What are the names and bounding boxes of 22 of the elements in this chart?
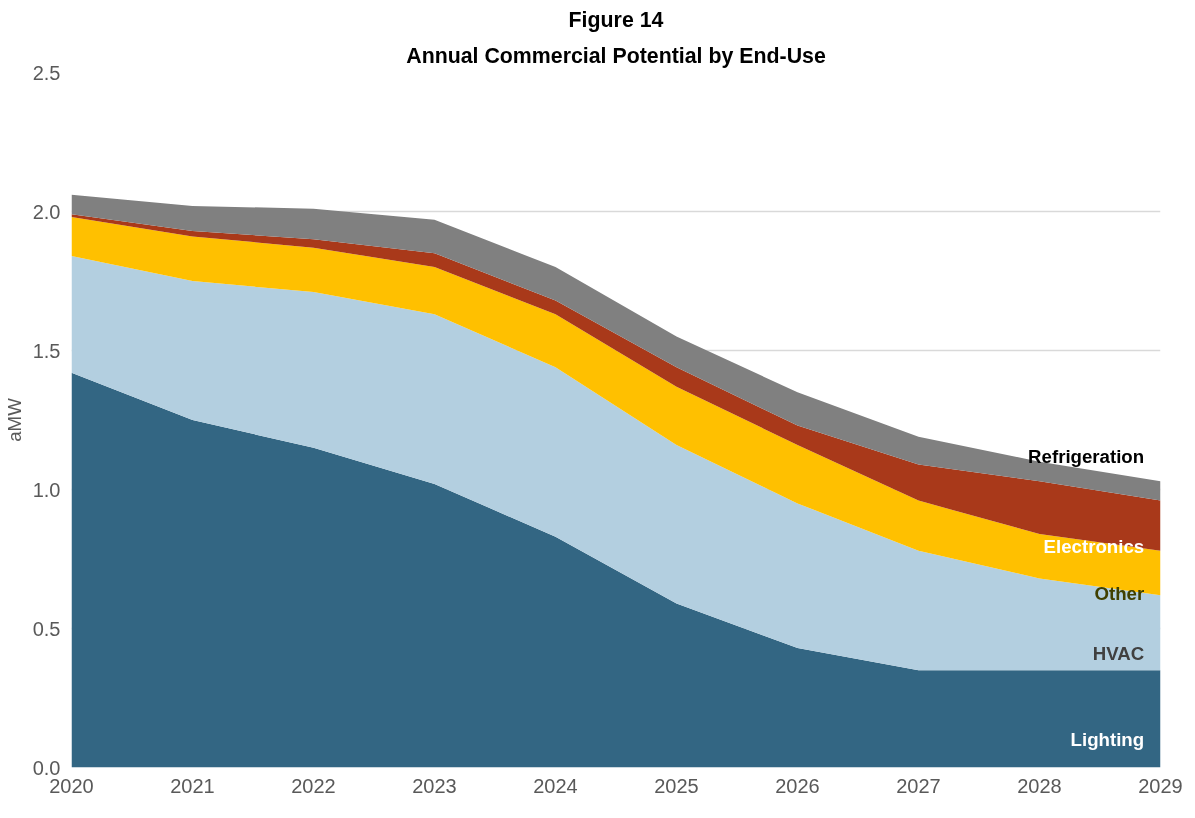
chart-title: Figure 14 (568, 7, 664, 32)
x-tick-label: 2025 (654, 774, 699, 797)
x-tick-label: 2024 (533, 774, 578, 797)
x-tick-label: 2021 (170, 774, 215, 797)
x-tick-label: 2022 (291, 774, 336, 797)
x-tick-label: 2029 (1138, 774, 1183, 797)
series-label: Electronics (1043, 535, 1145, 557)
series-label: Lighting (1070, 729, 1145, 751)
chart-subtitle: Annual Commercial Potential by End-Use (406, 43, 826, 68)
x-tick-label: 2026 (775, 774, 820, 797)
x-tick-label: 2023 (412, 774, 457, 797)
series-label: Refrigeration (1028, 446, 1145, 468)
y-tick-label: 1.5 (32, 339, 61, 362)
x-tick-label: 2027 (896, 774, 941, 797)
y-tick-label: 2.0 (32, 200, 61, 223)
y-tick-label: 1.0 (32, 478, 61, 501)
y-tick-label: 0.5 (32, 617, 61, 640)
x-tick-label: 2028 (1017, 774, 1062, 797)
y-tick-label: 2.5 (32, 61, 61, 84)
series-label: Other (1094, 583, 1145, 605)
series-label: HVAC (1092, 643, 1145, 665)
y-axis-title: aMW (3, 397, 25, 442)
